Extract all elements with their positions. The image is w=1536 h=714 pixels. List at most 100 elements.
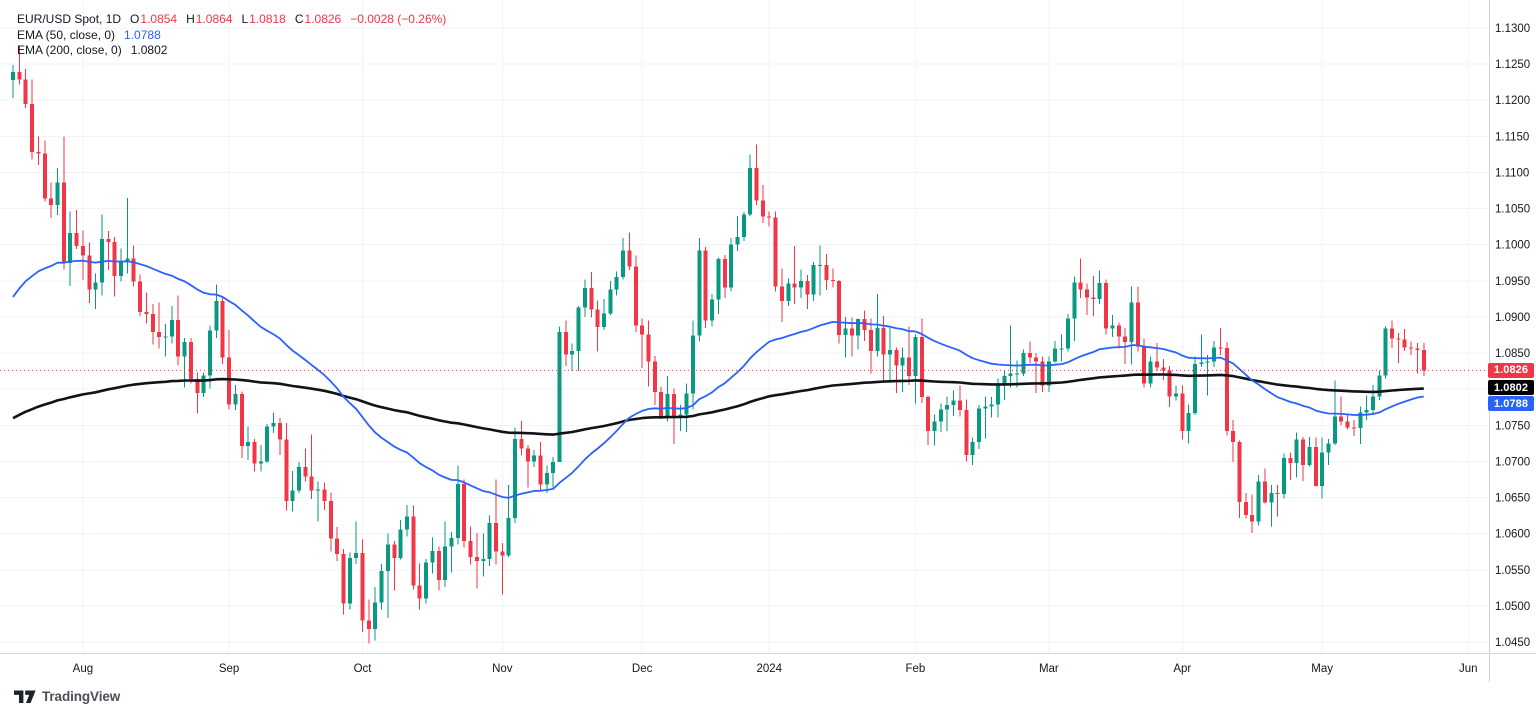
price-tick-label: 1.0550 [1495,565,1530,577]
candle-body [760,200,765,217]
candle-body [1421,350,1426,371]
candle-body [792,283,797,288]
tradingview-logo-icon [14,690,36,703]
candle-body [1053,348,1058,362]
candle-body [1027,353,1032,358]
candle-body [252,441,257,464]
time-axis[interactable]: Aug Sep Oct Nov Dec 2024 Feb Mar Apr May Jun [73,663,1478,675]
candle-body [500,551,505,556]
candle-body [239,394,244,447]
symbol-legend-row[interactable]: EUR/USD Spot, 1D O 1.0854 H 1.0864 L 1.0818… [17,12,446,28]
candle-body [36,152,41,154]
candle-body [125,258,130,263]
candle-body [544,472,549,485]
candle-body [233,394,238,405]
candle-body [11,72,15,81]
candle-body [951,400,956,406]
tradingview-logo-link[interactable]: TradingView [14,689,120,704]
candle-body [1167,370,1172,397]
ema50-legend-row[interactable]: EMA (50, close, 0) 1.0788 [17,28,446,44]
candle-body [93,282,98,290]
candle-body [1307,446,1312,466]
candle-body [347,558,352,604]
candle-body [392,544,397,559]
price-tick-label: 1.0450 [1495,637,1530,649]
candle-body [474,556,479,562]
month-tick-label: Aug [73,663,93,675]
candle-body [1084,289,1089,298]
candle-body [919,337,924,398]
ema200-legend-row[interactable]: EMA (200, close, 0) 1.0802 [17,43,446,59]
candle-body [1402,339,1407,348]
candle-body [697,250,702,336]
candle-body [1275,493,1280,495]
candle-body [17,72,22,80]
month-tick-label: Dec [632,663,653,675]
ohlc-low-value: 1.0818 [249,12,286,26]
symbol-title[interactable]: EUR/USD Spot, 1D [17,12,122,26]
candle-body [570,350,575,355]
candle-body [595,309,600,328]
ohlc-close: C 1.0826 [295,12,341,28]
candle-body [1243,501,1248,515]
candle-body [1237,441,1242,502]
candle-body [411,516,416,586]
candle-body [532,455,537,462]
ohlc-open-label: O [130,12,140,26]
price-tick-label: 1.0750 [1495,420,1530,432]
candle-body [322,489,327,502]
candle-body [493,522,498,552]
candle-body [849,328,854,336]
price-axis[interactable]: 1.1300 1.1250 1.1200 1.1150 1.1100 1.1050 1.10… [1495,23,1530,649]
candle-body [214,301,219,331]
candle-body [303,467,308,477]
price-tick-label: 1.1000 [1495,240,1530,252]
candle-body [424,562,429,599]
candle-body [1116,325,1121,337]
candle-body [875,327,880,351]
month-tick-label: Oct [354,663,373,675]
candle-body [1212,347,1217,362]
candle-body [799,280,804,288]
candle-body [246,441,251,447]
price-tick-label: 1.0900 [1495,312,1530,324]
price-tick-label: 1.1250 [1495,59,1530,71]
ema200-label: EMA (200, close, 0) [17,43,122,57]
candle-body [99,238,104,283]
price-tick-label: 1.1150 [1495,131,1529,143]
candle-body [926,397,931,432]
candle-body [779,286,784,302]
candle-body [1123,336,1128,343]
candles-layer [11,45,1426,644]
candle-body [735,236,740,245]
candle-body [443,546,448,580]
ohlc-close-label: C [294,12,304,26]
candle-body [1129,302,1134,343]
candle-body [1104,282,1109,329]
candle-body [989,404,994,407]
candle-body [608,289,613,314]
candle-body [690,335,695,394]
candle-body [1269,493,1274,503]
candle-body [1383,328,1388,376]
candle-body [627,250,632,267]
candle-body [1059,348,1064,350]
candle-body [227,357,232,405]
candle-body [49,198,54,205]
price-tick-label: 1.0600 [1495,529,1530,541]
candle-body [481,558,486,562]
candle-body [640,325,645,335]
candle-body [277,423,282,440]
tradingview-logo-text: TradingView [42,689,121,704]
candle-body [220,301,225,358]
candle-body [1282,457,1286,494]
axis-separators [0,0,1536,682]
ema50-price-tag: 1.0788 [1488,396,1534,412]
ohlc-low-label: L [241,12,249,26]
candle-body [328,501,333,539]
chart-legend: EUR/USD Spot, 1D O 1.0854 H 1.0864 L 1.0818… [17,12,446,59]
candle-body [1358,412,1363,429]
candle-body [646,334,651,362]
candle-body [354,553,359,559]
